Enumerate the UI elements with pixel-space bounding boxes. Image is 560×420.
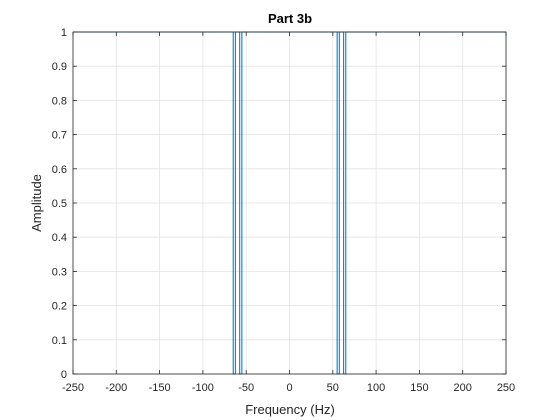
x-tick-label: -150	[149, 382, 171, 394]
y-tick-label: 0.2	[52, 301, 67, 313]
y-tick-label: 0	[61, 369, 67, 381]
y-tick-label: 0.1	[52, 335, 67, 347]
y-tick-label: 1	[61, 27, 67, 39]
y-tick-label: 0.9	[52, 61, 67, 73]
y-tick-label: 0.7	[52, 130, 67, 142]
y-tick-label: 0.8	[52, 95, 67, 107]
x-tick-label: 150	[410, 382, 428, 394]
y-tick-label: 0.4	[52, 232, 67, 244]
x-tick-label: 200	[454, 382, 472, 394]
x-axis-label: Frequency (Hz)	[245, 402, 335, 417]
ticks: -250 -200 -150 -100 -50 0 50 100 150 200 250 0 0.1 0.…	[52, 27, 515, 394]
y-axis-label: Amplitude	[29, 174, 44, 232]
x-tick-label: -200	[105, 382, 127, 394]
y-tick-label: 0.5	[52, 198, 67, 210]
x-tick-label: 0	[286, 382, 292, 394]
x-tick-label: 100	[367, 382, 385, 394]
x-tick-label: -250	[62, 382, 84, 394]
y-tick-label: 0.3	[52, 266, 67, 278]
x-tick-label: 50	[327, 382, 339, 394]
x-tick-label: -50	[238, 382, 254, 394]
x-tick-label: 250	[497, 382, 515, 394]
chart-title: Part 3b	[268, 11, 312, 26]
x-tick-label: -100	[192, 382, 214, 394]
y-tick-label: 0.6	[52, 164, 67, 176]
